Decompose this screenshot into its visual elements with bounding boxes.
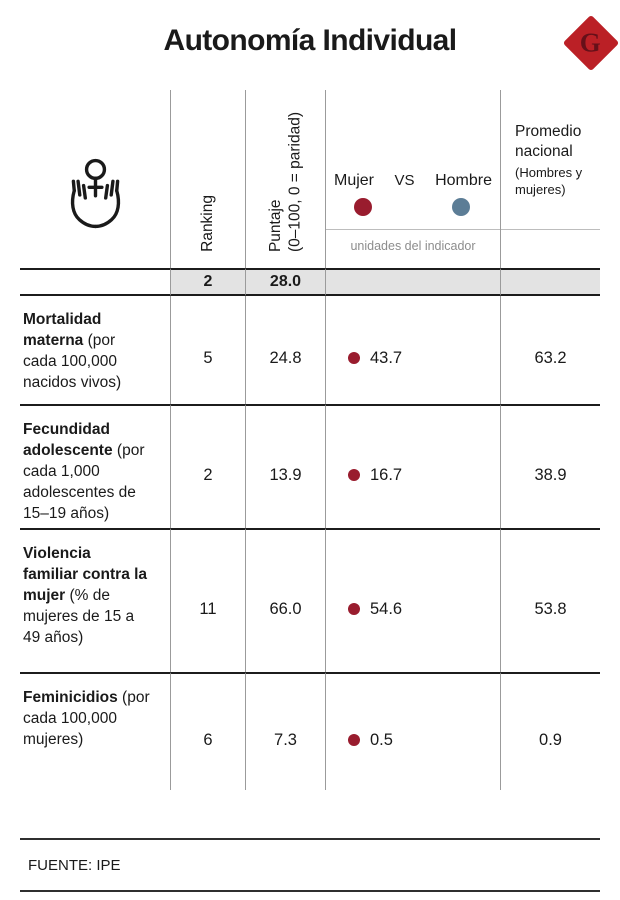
summary-mujer-cell [325, 268, 500, 296]
puntaje-header-line1: Puntaje [267, 199, 285, 252]
puntaje-header-line2: (0–100, 0 = paridad) [286, 111, 304, 252]
source-label: FUENTE: IPE [28, 856, 121, 874]
promedio-value: 38.9 [500, 404, 600, 528]
ranking-value: 5 [170, 296, 245, 404]
row-label: Fecundidad adolescente (por cada 1,000 a… [20, 404, 170, 528]
units-caption: unidades del indicador [350, 239, 476, 253]
mujer-value: 0.5 [370, 730, 393, 749]
indicator-desc: (por cada 1,000 adolescentes de 15–19 añ… [23, 442, 145, 522]
legend-label-mujer: Mujer [334, 172, 375, 189]
mujer-value-cell: 54.6 [325, 528, 500, 672]
mujer-legend-dot [354, 198, 372, 216]
summary-ranking: 2 [170, 268, 245, 296]
summary-puntaje: 28.0 [245, 268, 325, 296]
row-label: Mortalidad materna (por cada 100,000 nac… [20, 296, 170, 404]
gestion-logo: G [562, 14, 620, 72]
mujer-value: 54.6 [370, 599, 403, 618]
puntaje-header-label: Puntaje (0–100, 0 = paridad) [266, 112, 305, 252]
hombre-legend-dot [452, 198, 470, 216]
column-header-ranking: Ranking [170, 90, 245, 268]
category-icon-cell [20, 90, 170, 268]
indicator-name: Violencia familiar contra la mujer [23, 545, 148, 604]
legend-labels: Mujer VS Hombre [334, 172, 492, 190]
row-label: Violencia familiar contra la mujer (% de… [20, 528, 170, 672]
logo-diamond: G [562, 14, 620, 72]
ranking-value: 2 [170, 404, 245, 528]
puntaje-value: 7.3 [245, 672, 325, 790]
footer: FUENTE: IPE [20, 838, 600, 892]
column-header-puntaje: Puntaje (0–100, 0 = paridad) [245, 90, 325, 268]
ranking-header-label: Ranking [199, 195, 217, 252]
mujer-dot [348, 734, 360, 746]
promedio-sublabel: (Hombres y mujeres) [515, 165, 583, 197]
mujer-value-cell: 0.5 [325, 672, 500, 790]
promedio-header-text: Promedio nacional (Hombres y mujeres) [515, 122, 596, 198]
column-header-promedio: Promedio nacional (Hombres y mujeres) [500, 90, 600, 268]
header-divider [501, 229, 600, 230]
puntaje-value: 13.9 [245, 404, 325, 528]
promedio-value: 0.9 [500, 672, 600, 790]
ranking-value: 11 [170, 528, 245, 672]
summary-promedio-cell [500, 268, 600, 296]
mujer-dot [348, 352, 360, 364]
mujer-value-cell: 43.7 [325, 296, 500, 404]
mujer-value-cell: 16.7 [325, 404, 500, 528]
promedio-value: 53.8 [500, 528, 600, 672]
summary-label-cell [20, 268, 170, 296]
legend-dots [326, 198, 500, 216]
legend-label-vs: VS [394, 172, 415, 189]
mujer-dot [348, 603, 360, 615]
column-header-mujer-vs-hombre: Mujer VS Hombre unidades del indicador [325, 90, 500, 268]
indicators-table: Ranking Puntaje (0–100, 0 = paridad) Muj… [20, 90, 600, 790]
indicator-name: Feminicidios [23, 689, 118, 706]
indicator-name: Fecundidad adolescente [23, 421, 113, 459]
indicator-name: Mortalidad materna [23, 311, 102, 349]
ranking-value: 6 [170, 672, 245, 790]
header-divider [326, 229, 500, 230]
logo-letter: G [580, 27, 602, 58]
puntaje-value: 66.0 [245, 528, 325, 672]
masthead: Autonomía Individual G [0, 0, 620, 90]
page-title: Autonomía Individual [163, 24, 458, 57]
promedio-label: Promedio nacional [515, 123, 582, 160]
legend-label-hombre: Hombre [435, 172, 492, 189]
puntaje-value: 24.8 [245, 296, 325, 404]
indicator-desc: (por cada 100,000 mujeres) [23, 689, 150, 748]
indicator-desc: (por cada 100,000 nacidos vivos) [23, 332, 122, 391]
hands-holding-female-symbol-icon [53, 155, 138, 240]
mujer-value: 43.7 [370, 348, 403, 367]
row-label: Feminicidios (por cada 100,000 mujeres) [20, 672, 170, 790]
indicator-desc: (% de mujeres de 15 a 49 años) [23, 587, 135, 646]
promedio-value: 63.2 [500, 296, 600, 404]
mujer-dot [348, 469, 360, 481]
mujer-value: 16.7 [370, 465, 403, 484]
